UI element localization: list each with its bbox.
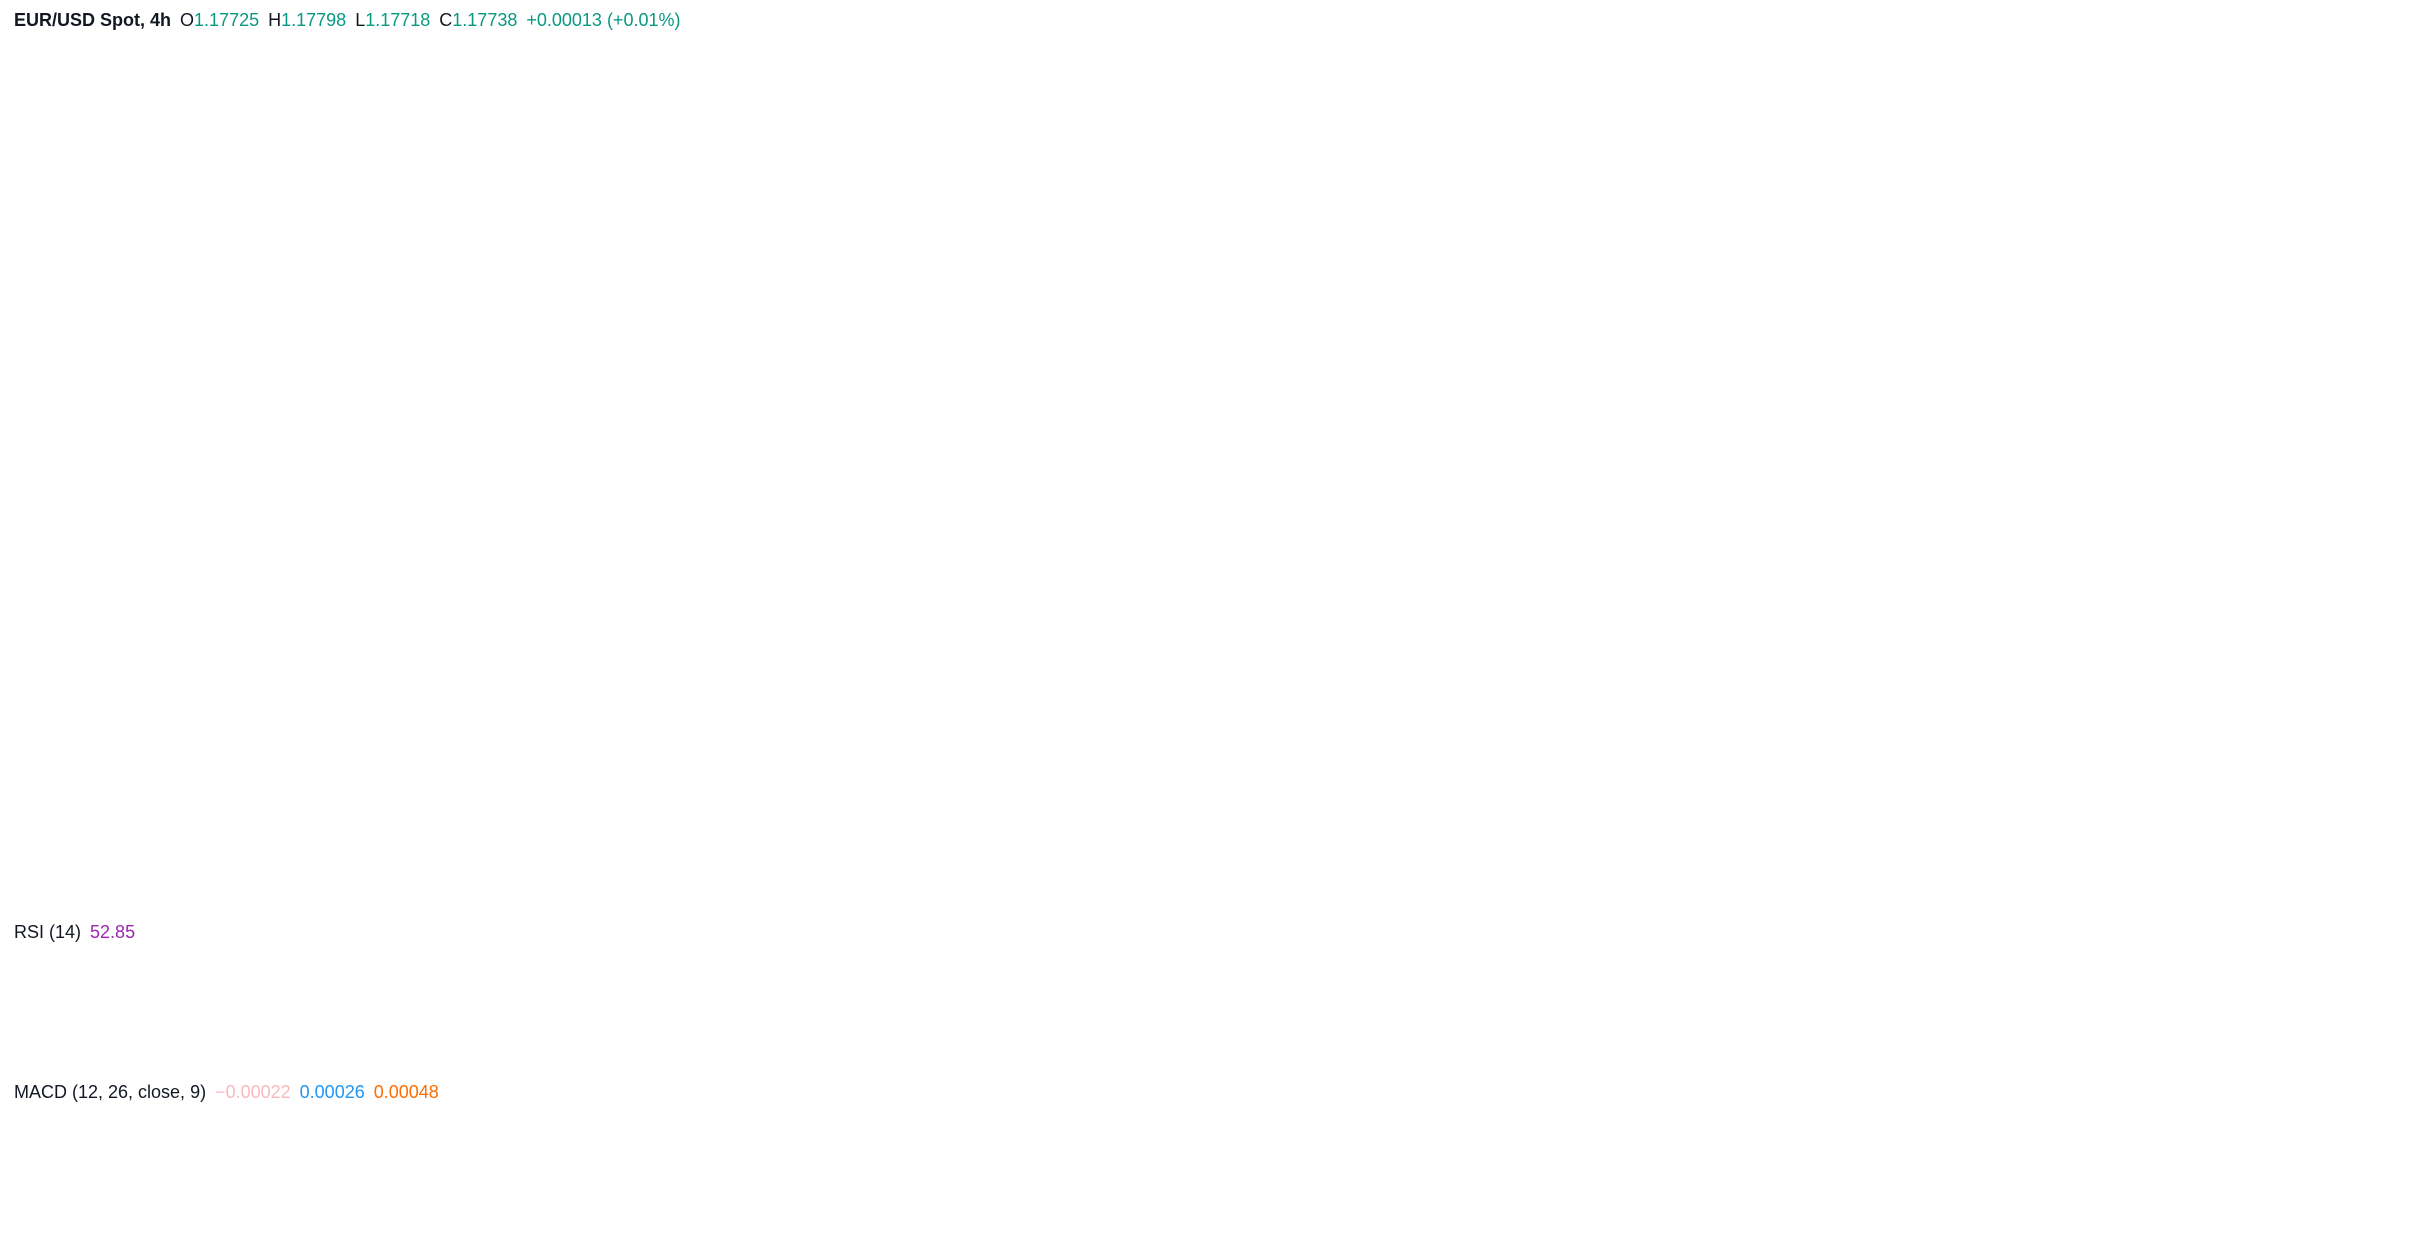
macd-line-value: 0.00026 [299,1082,365,1102]
macd-title: MACD (12, 26, close, 9) [14,1082,207,1102]
high-value: 1.17798 [281,10,347,30]
open-value: 1.17725 [194,10,260,30]
macd-hist-value: −0.00022 [215,1082,291,1102]
rsi-title: RSI (14) [14,922,82,942]
price-axis[interactable] [2249,0,2434,1246]
time-axis[interactable] [0,1201,2434,1246]
symbol-title: EUR/USD Spot, 4h [14,10,172,30]
rsi-value: 52.85 [90,922,136,942]
macd-signal-value: 0.00048 [373,1082,439,1102]
low-value: 1.17718 [365,10,431,30]
close-label: C [439,10,453,30]
symbol-legend: EUR/USD Spot, 4h O1.17725 H1.17798 L1.17… [14,10,680,31]
macd-legend: MACD (12, 26, close, 9) −0.00022 0.00026… [14,1082,439,1103]
low-label: L [355,10,366,30]
rsi-legend: RSI (14) 52.85 [14,922,135,943]
open-label: O [180,10,195,30]
close-value: 1.17738 [452,10,518,30]
high-label: H [268,10,282,30]
change-value: +0.00013 (+0.01%) [526,10,681,30]
